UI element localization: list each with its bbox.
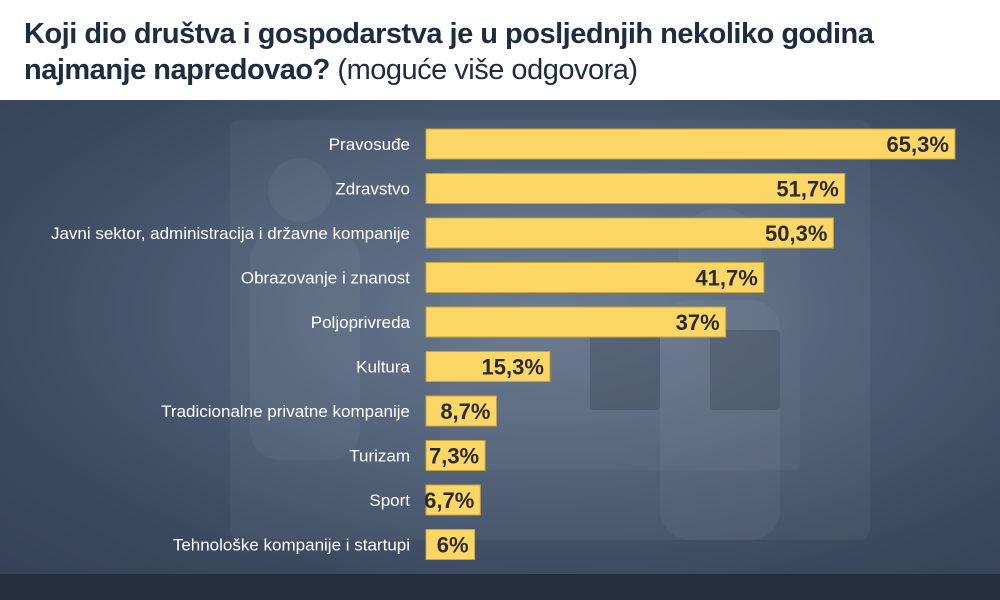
bar	[425, 529, 476, 560]
bar	[425, 262, 765, 293]
value-label: 15,3%	[482, 355, 544, 380]
bar-group: Zdravstvo 51,7%	[335, 173, 846, 204]
category-label: Sport	[369, 491, 410, 510]
bar-group: Pravosuđe 65,3%	[329, 128, 956, 160]
title-area: Koji dio društva i gospodarstva je u pos…	[0, 0, 1000, 100]
category-label: Turizam	[349, 447, 410, 466]
category-label: Zdravstvo	[335, 180, 410, 199]
value-label: 65,3%	[887, 132, 949, 157]
chart-title: Koji dio društva i gospodarstva je u pos…	[24, 16, 974, 88]
value-label: 50,3%	[765, 221, 827, 246]
bar-group: Tradicionalne privatne kompanije 8,7%	[161, 395, 497, 427]
bar-group: Sport 6,7%	[369, 484, 481, 516]
category-label: Javni sektor, administracija i državne k…	[51, 224, 410, 243]
bar-group: Kultura 15,3%	[356, 351, 551, 382]
value-label: 41,7%	[695, 266, 757, 291]
category-label: Pravosuđe	[329, 135, 410, 154]
bar-group: Javni sektor, administracija i državne k…	[51, 217, 834, 249]
category-label: Tehnološke kompanije i startupi	[173, 536, 410, 555]
bar	[425, 173, 846, 204]
bar	[425, 306, 727, 338]
bar-group: Tehnološke kompanije i startupi 6%	[173, 529, 476, 560]
bar	[425, 128, 956, 160]
value-label: 51,7%	[776, 177, 838, 202]
bar	[425, 217, 834, 249]
chart-title-note: (moguće više odgovora)	[337, 54, 638, 86]
bar	[425, 440, 486, 471]
bar-group: Poljoprivreda 37%	[311, 306, 727, 338]
category-label: Obrazovanje i znanost	[241, 269, 410, 288]
value-label: 37%	[676, 310, 720, 335]
category-label: Tradicionalne privatne kompanije	[161, 402, 410, 421]
bar-chart: Pravosuđe 65,3% Zdravstvo 51,7% Javni sektor…	[51, 128, 956, 560]
value-label: 7,3%	[429, 444, 479, 469]
category-label: Kultura	[356, 358, 410, 377]
category-label: Poljoprivreda	[311, 313, 411, 332]
bar	[425, 351, 551, 382]
bar-group: Obrazovanje i znanost 41,7%	[241, 262, 765, 293]
value-label: 6,7%	[424, 488, 474, 513]
bars: Pravosuđe 65,3% Zdravstvo 51,7% Javni sektor…	[51, 128, 956, 560]
value-label: 8,7%	[440, 399, 490, 424]
chart-title-main: Koji dio društva i gospodarstva je u pos…	[24, 18, 874, 86]
value-label: 6%	[437, 533, 469, 558]
bar	[425, 395, 497, 427]
bar	[425, 484, 481, 516]
bar-group: Turizam 7,3%	[349, 440, 486, 471]
bottom-strip	[0, 574, 1000, 600]
